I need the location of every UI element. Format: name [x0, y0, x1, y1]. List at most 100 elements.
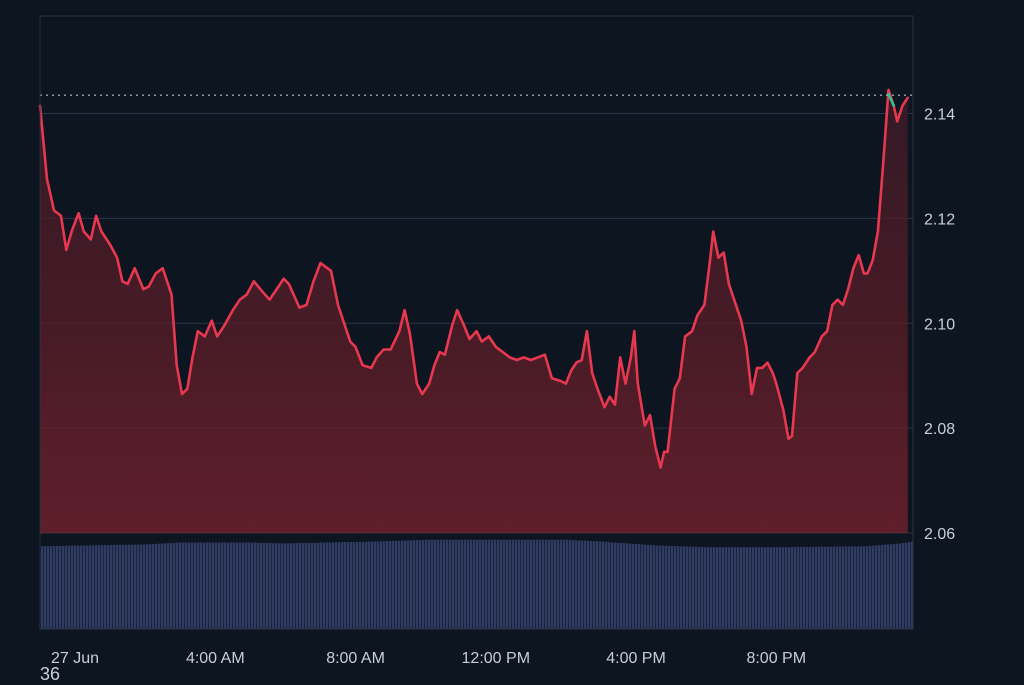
volume-bar [344, 542, 347, 629]
volume-bar [401, 540, 404, 629]
volume-bar [254, 542, 257, 629]
volume-bar [74, 545, 77, 629]
volume-bar [893, 543, 896, 629]
volume-bar [50, 546, 53, 629]
volume-bar [434, 539, 437, 629]
volume-bar [695, 546, 698, 629]
volume-bar [383, 541, 386, 629]
volume-bar [236, 542, 239, 629]
footer-label: 36 [40, 664, 61, 684]
volume-bar [482, 539, 485, 629]
volume-bar [101, 545, 104, 629]
volume-bar [611, 542, 614, 629]
volume-bar [161, 543, 164, 629]
volume-bar [296, 543, 299, 629]
volume-bar [305, 542, 308, 629]
volume-bar [818, 546, 821, 629]
volume-bar [131, 544, 134, 629]
volume-bar [881, 544, 884, 629]
volume-bar [668, 545, 671, 629]
volume-bar [479, 539, 482, 629]
volume-bar [761, 547, 764, 629]
volume-bar [677, 546, 680, 629]
volume-bar [566, 539, 569, 629]
volume-bar [182, 542, 185, 629]
volume-bar [62, 545, 65, 629]
volume-bar [485, 539, 488, 629]
volume-bar [803, 546, 806, 629]
volume-bar [443, 539, 446, 629]
volume-bar [323, 542, 326, 629]
volume-bar [755, 547, 758, 629]
volume-bar [188, 542, 191, 629]
volume-bar [713, 547, 716, 629]
volume-bar [470, 539, 473, 629]
volume-bar [602, 541, 605, 629]
volume-bar [767, 547, 770, 629]
volume-bar [722, 547, 725, 629]
volume-bar [773, 547, 776, 629]
volume-bar [872, 545, 875, 629]
price-area [40, 89, 908, 534]
volume-bar [662, 545, 665, 629]
volume-bar [53, 546, 56, 629]
volume-bar [41, 546, 44, 629]
volume-bar [365, 541, 368, 629]
volume-bar [737, 547, 740, 629]
volume-bar [530, 539, 533, 629]
volume-bar [659, 545, 662, 629]
volume-bar [398, 540, 401, 629]
volume-bar [191, 542, 194, 629]
volume-bar [308, 542, 311, 629]
volume-bar [728, 547, 731, 629]
volume-bar [557, 539, 560, 629]
volume-bar [734, 547, 737, 629]
volume-bar [338, 542, 341, 629]
volume-bar [587, 540, 590, 629]
volume-bar [77, 545, 80, 629]
volume-bar [851, 546, 854, 629]
volume-bar [797, 546, 800, 629]
volume-bar [92, 545, 95, 629]
volume-bar [494, 539, 497, 629]
volume-bar [347, 542, 350, 629]
volume-bar [836, 546, 839, 629]
volume-bar [173, 542, 176, 629]
volume-bar [848, 546, 851, 629]
volume-bar [575, 540, 578, 629]
volume-bar [155, 543, 158, 629]
volume-bar [581, 540, 584, 629]
volume-bar [461, 539, 464, 629]
volume-bar [119, 544, 122, 629]
volume-bar [110, 544, 113, 629]
volume-bar [98, 545, 101, 629]
volume-bar [665, 545, 668, 629]
volume-bar [341, 542, 344, 629]
volume-bar [263, 542, 266, 629]
volume-bar [413, 540, 416, 629]
volume-bar [425, 539, 428, 629]
volume-bar [890, 544, 893, 629]
volume-bar [614, 542, 617, 629]
volume-bar [374, 541, 377, 629]
volume-bar [599, 541, 602, 629]
volume-bar [719, 547, 722, 629]
volume-bar [812, 546, 815, 629]
volume-bar [794, 546, 797, 629]
volume-bar [239, 542, 242, 629]
volume-bar [701, 546, 704, 629]
volume-bar [743, 547, 746, 629]
volume-bar [542, 539, 545, 629]
volume-bar [152, 544, 155, 629]
volume-bar [758, 547, 761, 629]
volume-bar [377, 541, 380, 629]
volume-bar [350, 541, 353, 629]
volume-bar [620, 542, 623, 629]
volume-bar [329, 542, 332, 629]
volume-bar [440, 539, 443, 629]
volume-bar [791, 547, 794, 629]
volume-bar [158, 543, 161, 629]
volume-bar [317, 542, 320, 629]
volume-bar [164, 543, 167, 629]
